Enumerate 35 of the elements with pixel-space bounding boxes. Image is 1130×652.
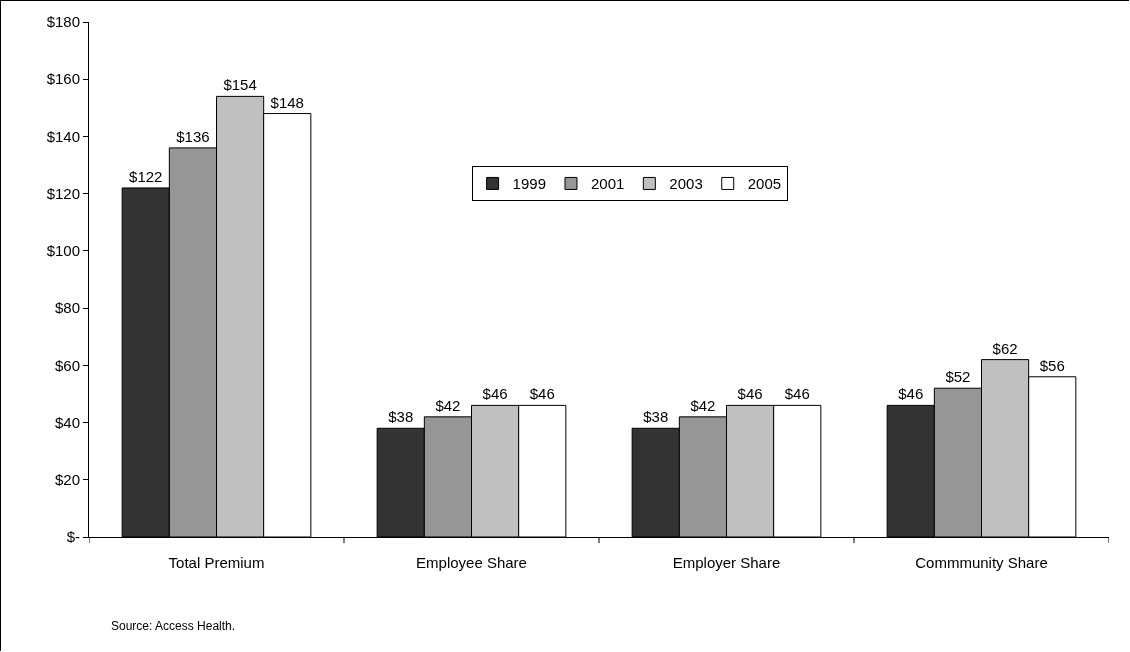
data-label: $42 xyxy=(435,396,461,414)
source-note: Source: Access Health. xyxy=(111,619,236,633)
data-label: $56 xyxy=(1039,356,1065,374)
legend-label: 2001 xyxy=(590,175,625,193)
legend-label: 1999 xyxy=(512,175,546,193)
y-tick-label: $- xyxy=(66,528,80,546)
y-tick-label: $120 xyxy=(46,184,80,202)
y-tick-label: $140 xyxy=(46,127,80,145)
x-tick-label: Employee Share xyxy=(416,554,527,571)
y-tick-label: $180 xyxy=(46,13,80,31)
data-label: $46 xyxy=(898,385,924,403)
y-tick-label: $40 xyxy=(54,413,80,431)
data-label: $38 xyxy=(643,408,669,426)
data-label: $46 xyxy=(529,385,555,403)
data-label: $122 xyxy=(129,167,163,185)
data-label: $42 xyxy=(690,396,716,414)
data-label: $46 xyxy=(737,385,763,403)
legend-label: 2005 xyxy=(747,175,782,193)
y-tick-label: $20 xyxy=(54,471,80,489)
data-label: $62 xyxy=(992,339,1018,357)
y-tick-label: $100 xyxy=(46,242,80,260)
data-label: $46 xyxy=(482,385,508,403)
legend-label: 2003 xyxy=(669,175,703,193)
x-tick-label: Total Premium xyxy=(168,554,265,571)
data-label: $148 xyxy=(270,93,304,111)
data-label: $52 xyxy=(945,368,971,386)
data-label: $136 xyxy=(176,127,210,145)
y-tick-label: $60 xyxy=(54,356,80,374)
y-tick-label: $80 xyxy=(54,299,80,317)
data-label: $154 xyxy=(223,76,257,94)
data-label: $46 xyxy=(784,385,810,403)
y-tick-label: $160 xyxy=(46,70,80,88)
x-tick-label: Commmunity Share xyxy=(915,554,1048,571)
x-tick-label: Employer Share xyxy=(672,554,781,571)
data-label: $38 xyxy=(388,408,414,426)
